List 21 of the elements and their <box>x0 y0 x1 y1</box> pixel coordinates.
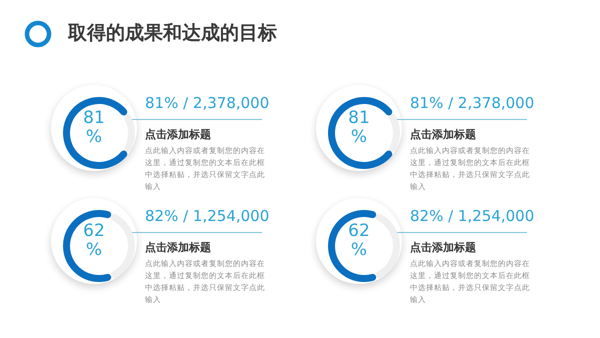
donut-slice <box>389 114 400 152</box>
text: 82% / 1,254,000 <box>410 207 534 225</box>
donut-slice <box>376 214 400 278</box>
donut-slice <box>110 214 135 278</box>
text: 62% <box>347 221 371 260</box>
text: 点击添加标题 <box>145 127 211 142</box>
text: 82% / 1,254,000 <box>145 207 270 225</box>
text: 81% / 2,378,000 <box>410 94 534 112</box>
donut-slice <box>328 97 392 169</box>
text: 62% <box>82 221 106 260</box>
donut-slice <box>63 210 112 282</box>
text: 81% / 2,378,000 <box>145 94 270 112</box>
text: 点击添加标题 <box>410 127 476 142</box>
donut-slice <box>124 114 135 152</box>
donut-slice <box>63 97 128 169</box>
text: 点击添加标题 <box>410 240 476 255</box>
text: 81% <box>82 108 106 147</box>
donut-slice <box>328 210 376 282</box>
chart-title: 取得的成果和达成的目标 <box>68 21 277 46</box>
text: 点击添加标题 <box>145 240 211 255</box>
text: 81% <box>347 108 371 147</box>
